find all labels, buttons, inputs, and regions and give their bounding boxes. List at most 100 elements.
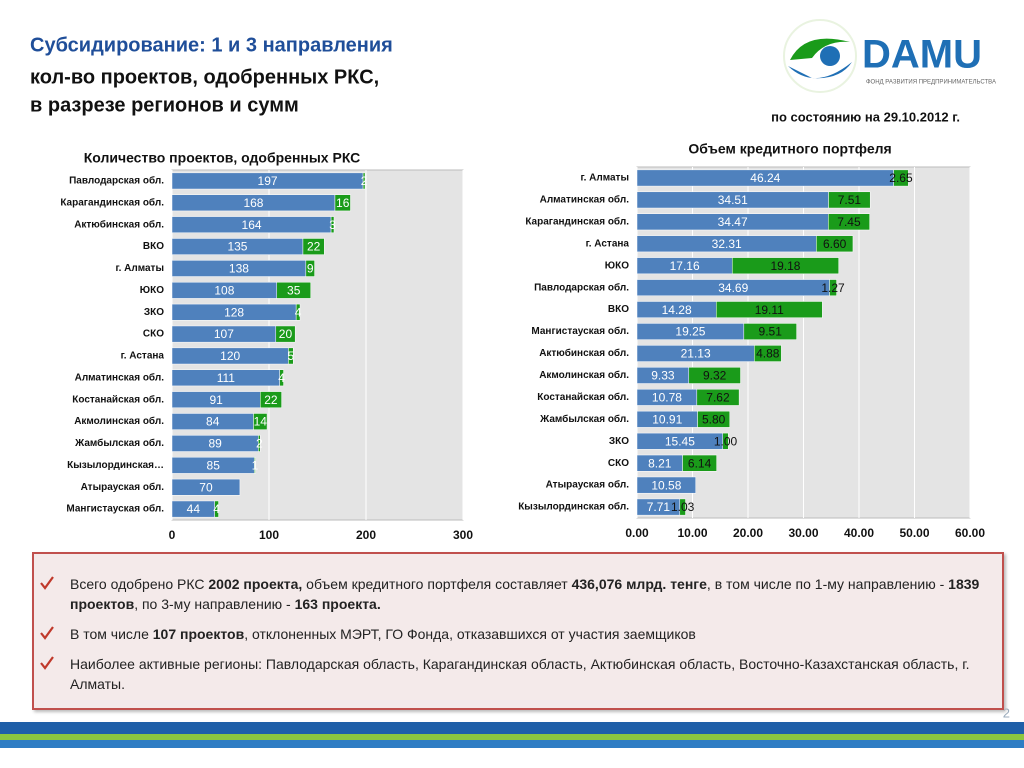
data-label: 135 (227, 240, 247, 254)
bar-segment (828, 191, 871, 209)
category-label: Алматинская обл. (540, 194, 630, 206)
category-label: ЗКО (144, 307, 164, 318)
data-label: 10.58 (651, 478, 681, 492)
logo: DAMU ФОНД РАЗВИТИЯ ПРЕДПРИНИМАТЕЛЬСТВА (783, 19, 996, 93)
data-label: 1.27 (821, 281, 845, 295)
bar-segment (716, 301, 823, 318)
data-label: 138 (229, 262, 249, 276)
stripe (0, 734, 1024, 740)
logo-swirl (788, 62, 852, 79)
bar-segment (276, 281, 311, 299)
category-label: г. Алматы (115, 263, 164, 274)
bar-segment (731, 257, 839, 275)
bar-segment (171, 478, 241, 496)
data-label: 120 (220, 349, 240, 363)
data-label: 7.45 (837, 215, 861, 229)
bar-segment (743, 323, 797, 340)
x-tick-label: 10.00 (677, 526, 707, 540)
bullet-text: 436,076 млрд. тенге (571, 576, 707, 592)
data-label: 5.80 (702, 412, 726, 426)
category-label: Акмолинская обл. (74, 415, 164, 427)
category-label: Жамбылская обл. (74, 437, 164, 449)
subtitle: в разрезе регионов и сумм (30, 94, 299, 116)
category-label: Павлодарская обл. (534, 281, 629, 293)
data-label: 10.91 (652, 412, 682, 426)
data-label: 21.13 (681, 347, 711, 361)
bar-segment (302, 238, 325, 255)
data-label: 197 (258, 174, 278, 188)
data-label: 32.31 (712, 237, 742, 251)
page-number: 2 (1003, 705, 1010, 720)
category-label: Актюбинская обл. (74, 218, 164, 230)
data-label: 22 (307, 240, 321, 254)
x-tick-label: 0.00 (625, 526, 649, 540)
category-label: Павлодарская обл. (69, 175, 164, 187)
bullet-text: Всего одобрено РКС (70, 576, 209, 592)
bullet-text: объем кредитного портфеля составляет (302, 576, 572, 592)
check-mark (40, 576, 54, 590)
bullet: В том числе 107 проектов, отклоненных МЭ… (40, 624, 995, 644)
stripe (0, 722, 1024, 734)
data-label: 15.45 (665, 434, 695, 448)
x-tick-label: 30.00 (788, 526, 818, 540)
bar-segment (254, 456, 256, 474)
category-label: СКО (608, 458, 629, 469)
bar-segment (636, 476, 696, 494)
logo-name: DAMU (862, 33, 982, 77)
data-label: 20 (279, 327, 293, 341)
bullet-text: , в том числе по 1-му направлению - (706, 576, 949, 592)
data-label: 8.21 (648, 456, 672, 470)
data-label: 14 (254, 415, 268, 429)
x-tick-label: 100 (259, 528, 279, 542)
bar-segment (260, 391, 282, 409)
x-tick-label: 40.00 (844, 526, 874, 540)
data-label: 85 (207, 458, 221, 472)
check-mark (40, 626, 54, 640)
category-label: СКО (143, 329, 164, 340)
bar-segment (696, 388, 740, 406)
bullet-text: 163 проекта. (294, 596, 381, 612)
logo-swirl (790, 38, 850, 60)
data-label: 1.00 (714, 434, 738, 448)
check-icon (40, 626, 54, 640)
data-label: 84 (206, 415, 220, 429)
category-label: Мангистауская обл. (66, 503, 164, 515)
category-label: Акмолинская обл. (539, 369, 629, 381)
bar-segment (305, 260, 315, 277)
bar-segment (722, 432, 729, 450)
bar-segment (754, 345, 782, 362)
data-label: 46.24 (750, 171, 780, 185)
x-tick-label: 20.00 (733, 526, 763, 540)
data-label: 108 (214, 283, 234, 297)
subtitle: кол-во проектов, одобренных РКС, (30, 66, 379, 88)
category-label: Атырауская обл. (81, 481, 165, 493)
data-label: 7.62 (706, 391, 730, 405)
data-label: 10.78 (652, 391, 682, 405)
data-label: 16 (336, 196, 350, 210)
data-label: 168 (243, 196, 263, 210)
data-label: 34.69 (718, 281, 748, 295)
bullet-text: Наиболее активные регионы: Павлодарская … (70, 656, 970, 692)
bar-segment (828, 213, 870, 231)
category-label: ВКО (608, 304, 629, 315)
data-label: 6.60 (823, 237, 847, 251)
data-label: 9.51 (759, 325, 783, 339)
data-label: 7.71 (647, 500, 671, 514)
bar-segment (679, 498, 686, 516)
data-label: 35 (287, 283, 301, 297)
check-icon (40, 576, 54, 590)
data-label: 2.65 (889, 171, 913, 185)
bullet: Наиболее активные регионы: Павлодарская … (40, 654, 995, 694)
data-label: 5 (287, 349, 294, 363)
category-label: г. Астана (121, 351, 165, 362)
check-icon (40, 656, 54, 670)
category-label: Кызылординская… (67, 460, 164, 471)
bar-segment (288, 347, 294, 365)
bullet: Всего одобрено РКС 2002 проекта, объем к… (40, 574, 995, 614)
category-label: ЮКО (605, 260, 629, 271)
data-label: 107 (214, 327, 234, 341)
bar-segment (688, 367, 741, 384)
category-label: Костанайская обл. (537, 391, 629, 403)
